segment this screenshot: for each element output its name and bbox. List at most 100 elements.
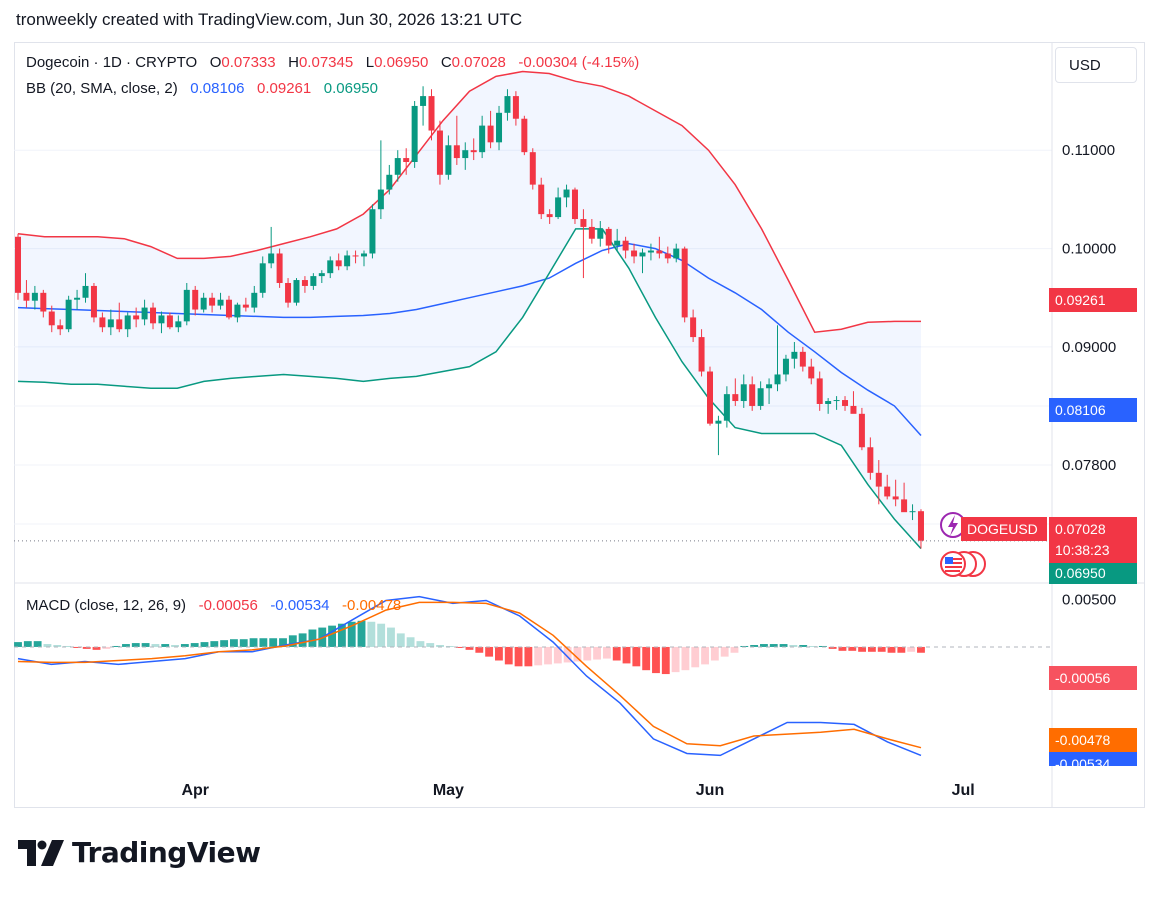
candle-body bbox=[369, 209, 376, 254]
candle-body bbox=[217, 299, 224, 306]
candle-body bbox=[344, 255, 351, 267]
macd-histogram-bar bbox=[730, 646, 739, 653]
price-tick-label: 0.09000 bbox=[1062, 339, 1116, 356]
macd-histogram-bar bbox=[14, 642, 22, 647]
candle-body bbox=[107, 319, 114, 328]
us-flag-event-icon[interactable] bbox=[940, 551, 986, 577]
macd-histogram-bar bbox=[612, 646, 621, 661]
currency-button[interactable]: USD bbox=[1055, 47, 1137, 83]
price-axis[interactable]: 0.110000.100000.090000.084000.078000.072… bbox=[1062, 142, 1116, 533]
candle-body bbox=[133, 315, 140, 320]
macd-histogram-bar bbox=[553, 646, 562, 664]
candle-body bbox=[90, 285, 97, 318]
candle-body bbox=[225, 299, 232, 318]
time-axis[interactable]: Apr May Jun Jul bbox=[181, 782, 974, 799]
candle-body bbox=[588, 226, 595, 239]
candle-body bbox=[479, 125, 486, 153]
candle-body bbox=[799, 351, 806, 367]
macd-histogram-bar bbox=[328, 625, 337, 647]
macd-histogram-bar bbox=[72, 646, 81, 648]
candle-body bbox=[521, 118, 528, 153]
candle-body bbox=[715, 420, 722, 424]
macd-histogram-bar bbox=[406, 637, 415, 647]
macd-histogram-bar bbox=[828, 646, 837, 649]
candle-body bbox=[496, 112, 503, 143]
macd-histogram-bar bbox=[907, 646, 916, 652]
bollinger-basis-line bbox=[17, 242, 922, 437]
candle-body bbox=[917, 511, 924, 541]
macd-signal-value: -0.00478 bbox=[342, 597, 402, 614]
macd-histogram-bar bbox=[387, 627, 395, 647]
candle-body bbox=[673, 248, 680, 259]
candle-body bbox=[656, 250, 663, 254]
macd-histogram-bar bbox=[141, 643, 150, 647]
macd-histogram-bar bbox=[681, 646, 690, 671]
candle-body bbox=[82, 285, 89, 298]
candle-body bbox=[200, 297, 207, 310]
macd-signal-line bbox=[17, 601, 922, 749]
candle-body bbox=[622, 240, 629, 251]
candle-body bbox=[158, 315, 165, 324]
macd-histogram-bar bbox=[161, 644, 170, 647]
macd-histogram-bar bbox=[602, 646, 611, 659]
macd-histogram-bar bbox=[779, 644, 788, 647]
candle-body bbox=[858, 413, 865, 448]
candle-body bbox=[690, 317, 697, 338]
macd-histogram-bar bbox=[200, 642, 209, 647]
macd-signal-tag: -0.00478 bbox=[1049, 728, 1137, 752]
macd-histogram-bar bbox=[33, 641, 42, 647]
macd-histogram-bar bbox=[357, 620, 366, 647]
macd-line bbox=[17, 595, 922, 757]
candle-body bbox=[175, 321, 182, 328]
candle-body bbox=[825, 401, 832, 404]
candle-body bbox=[352, 255, 359, 257]
macd-histogram-bar bbox=[622, 646, 631, 664]
macd-histogram-bar bbox=[858, 646, 867, 652]
candle-body bbox=[892, 496, 899, 500]
candle-body bbox=[394, 158, 401, 175]
candle-body bbox=[327, 260, 334, 274]
macd-histogram-bar bbox=[583, 646, 592, 661]
tradingview-logo[interactable]: TradingView bbox=[18, 836, 261, 869]
candle-body bbox=[723, 394, 730, 421]
tradingview-wordmark: TradingView bbox=[72, 836, 261, 869]
candle-body bbox=[605, 228, 612, 246]
candle-body bbox=[285, 282, 292, 303]
low-label: L bbox=[365, 54, 375, 71]
candle-body bbox=[411, 105, 418, 163]
macd-histogram-bar bbox=[53, 645, 62, 647]
macd-histogram-bar bbox=[298, 633, 307, 647]
candle-body bbox=[166, 315, 173, 328]
bollinger-title[interactable]: BB (20, SMA, close, 2) bbox=[26, 80, 178, 97]
candle-body bbox=[850, 405, 857, 414]
symbol-title[interactable]: Dogecoin · 1D · CRYPTO bbox=[26, 54, 198, 71]
macd-histogram-bar bbox=[102, 646, 111, 649]
candle-body bbox=[462, 150, 469, 159]
candle-body bbox=[445, 145, 452, 175]
candle-body bbox=[909, 511, 916, 513]
macd-histogram-bar bbox=[131, 643, 140, 647]
time-tick-label: Jun bbox=[696, 782, 724, 799]
macd-hist-tag: -0.00056 bbox=[1049, 666, 1137, 690]
macd-histogram-bar bbox=[789, 645, 798, 647]
candle-body bbox=[318, 273, 325, 277]
price-tick-label: 0.10000 bbox=[1062, 241, 1116, 258]
macd-title[interactable]: MACD (close, 12, 26, 9) bbox=[26, 597, 187, 614]
macd-histogram-bar bbox=[573, 646, 582, 662]
macd-histogram-bar bbox=[43, 644, 52, 647]
macd-legend: MACD (close, 12, 26, 9) -0.00056 -0.0053… bbox=[26, 597, 401, 614]
macd-histogram-bar bbox=[92, 646, 101, 650]
candle-body bbox=[538, 184, 545, 215]
macd-histogram-bar bbox=[720, 646, 729, 657]
macd-axis[interactable]: 0.00500 bbox=[1062, 592, 1116, 609]
price-tick-label: 0.07800 bbox=[1062, 457, 1116, 474]
macd-histogram-bar bbox=[475, 646, 484, 653]
macd-histogram-bar bbox=[122, 644, 130, 647]
candle-body bbox=[571, 189, 578, 220]
macd-histogram-bar bbox=[691, 646, 700, 668]
lightning-event-icon[interactable] bbox=[940, 512, 966, 538]
chart-header: tronweekly created with TradingView.com,… bbox=[16, 10, 523, 29]
grid-lines bbox=[14, 149, 1052, 525]
candle-body bbox=[276, 253, 283, 283]
